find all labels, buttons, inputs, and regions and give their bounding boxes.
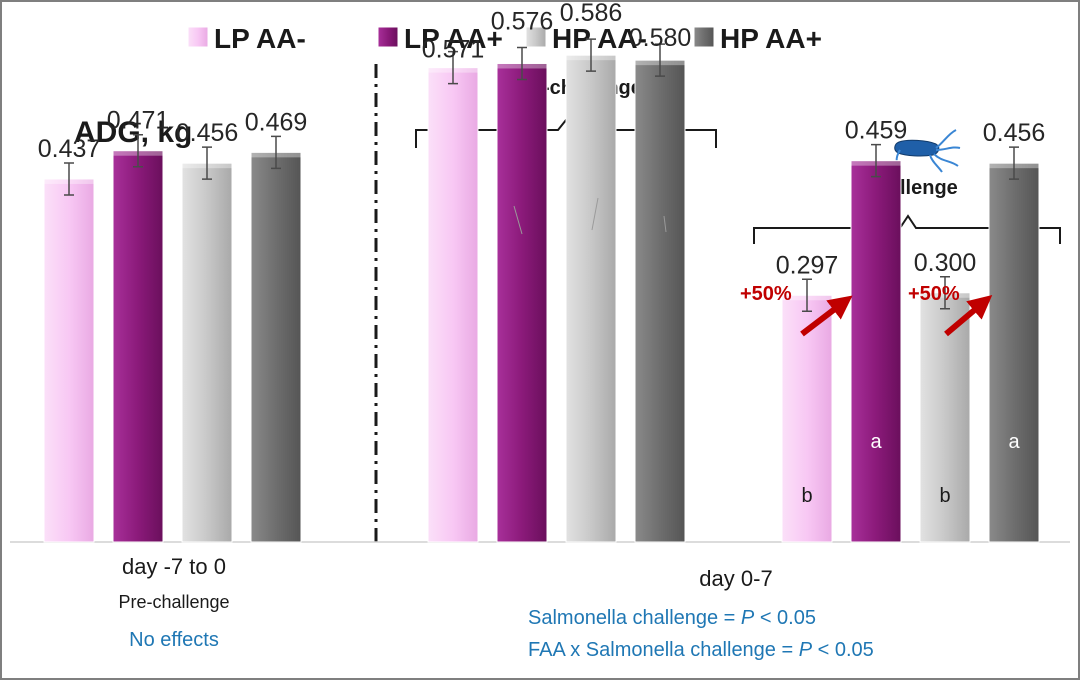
- data-label: 0.456: [176, 119, 239, 147]
- chart-title: ADG, kg: [74, 116, 192, 149]
- legend-swatch-lp-aa-: [377, 26, 399, 48]
- bar-non-challenge-lp-aa-: [496, 62, 548, 543]
- increase-label-2: +50%: [908, 283, 960, 305]
- legend-label: HP AA+: [720, 23, 822, 54]
- significance-letter: a: [1008, 431, 1020, 453]
- data-label: 0.580: [629, 24, 692, 52]
- bar-pre-lp-aa-: [43, 178, 95, 543]
- period-2-label: day 0-7: [699, 566, 772, 591]
- error-bar: [64, 162, 74, 196]
- bar-non-challenge-hp-aa-: [565, 54, 617, 543]
- significance-letter: b: [801, 485, 812, 507]
- error-bar: [871, 143, 881, 178]
- bar-non-challenge-hp-aa-: [634, 59, 686, 543]
- data-label: 0.437: [38, 135, 101, 163]
- data-label: 0.471: [107, 107, 170, 135]
- increase-arrow-2: [944, 295, 993, 337]
- data-label: 0.571: [422, 36, 485, 64]
- challenge-bracket: [753, 214, 1061, 244]
- legend-label: LP AA+: [404, 23, 503, 54]
- data-label: 0.456: [983, 119, 1046, 147]
- label-leader-line: [663, 215, 667, 233]
- pre-challenge-label: Pre-challenge: [118, 592, 229, 612]
- bar-pre-lp-aa-: [112, 150, 164, 543]
- data-label: 0.586: [560, 2, 623, 27]
- error-bar: [802, 278, 812, 313]
- bar-non-challenge-lp-aa-: [427, 67, 479, 543]
- error-bar: [202, 146, 212, 180]
- error-bar: [133, 133, 143, 168]
- bar-pre-hp-aa-: [250, 151, 302, 543]
- error-bar: [517, 46, 527, 81]
- period-1-label: day -7 to 0: [122, 554, 226, 579]
- data-label: 0.297: [776, 251, 839, 279]
- error-bar: [655, 43, 665, 77]
- significance-letter: b: [939, 485, 950, 507]
- stat-note-2: FAA x Salmonella challenge = P < 0.05: [528, 639, 874, 661]
- bacterium-icon: [894, 129, 961, 173]
- increase-label-1: +50%: [740, 283, 792, 305]
- bar-challenge-lp-aa-: [850, 160, 902, 543]
- data-label: 0.469: [245, 108, 308, 136]
- label-leader-line: [591, 197, 599, 231]
- legend: LP AA- LP AA+ HP AA- HP AA+: [187, 23, 822, 54]
- legend-swatch-hp-aa-: [525, 26, 547, 48]
- legend-swatch-lp-aa-: [187, 26, 209, 48]
- error-bar: [1009, 146, 1019, 180]
- label-leader-line: [513, 205, 523, 235]
- bar-pre-hp-aa-: [181, 162, 233, 543]
- data-label: 0.300: [914, 249, 977, 277]
- legend-label: HP AA-: [552, 23, 647, 54]
- error-bar: [448, 50, 458, 85]
- legend-swatch-hp-aa-: [693, 26, 715, 48]
- stat-note-1: Salmonella challenge = P < 0.05: [528, 607, 816, 629]
- error-bar: [940, 276, 950, 310]
- no-effects-note: No effects: [129, 629, 219, 651]
- legend-label: LP AA-: [214, 23, 306, 54]
- error-bar: [271, 135, 281, 170]
- data-label: 0.576: [491, 7, 554, 35]
- data-label: 0.459: [845, 117, 908, 145]
- error-bar: [586, 38, 596, 72]
- bar-challenge-lp-aa-: [781, 294, 833, 543]
- bar-challenge-hp-aa-: [988, 162, 1040, 543]
- significance-letter: a: [870, 431, 882, 453]
- increase-arrow-1: [800, 295, 853, 337]
